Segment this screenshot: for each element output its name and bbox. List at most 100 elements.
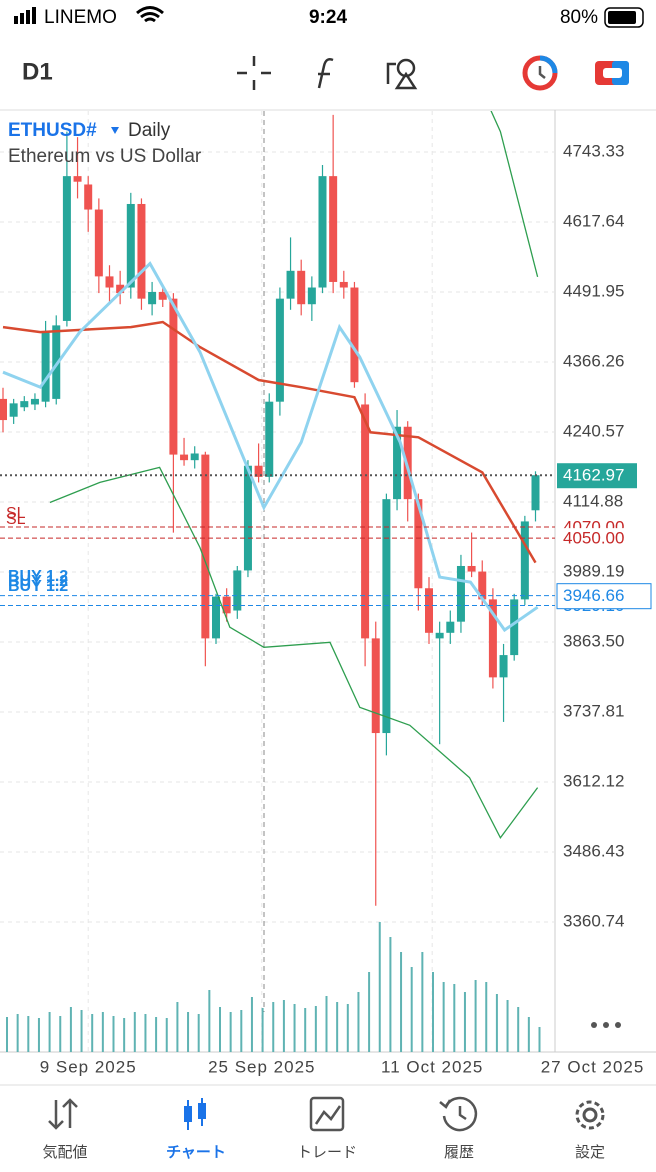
timeframe[interactable]: D1 (22, 58, 53, 85)
volume-bar (144, 1014, 147, 1052)
status-bar: LINEMO 9:24 80% (14, 6, 644, 28)
volume-bar (219, 1007, 221, 1052)
candle-body (73, 176, 82, 182)
time-tick-label: 27 Oct 2025 (541, 1057, 645, 1076)
volume-bar (59, 1016, 62, 1052)
trade-icon[interactable] (309, 1096, 345, 1132)
symbol-dropdown[interactable] (111, 127, 119, 134)
price-tick-label: 4743.33 (563, 141, 624, 160)
volume-bar (91, 1014, 94, 1052)
volume-bar (346, 1004, 349, 1052)
buy-tag: BUY 1.2 (8, 573, 68, 590)
signal (26, 10, 30, 24)
candle-body (414, 499, 423, 589)
volume-bar (378, 922, 381, 1052)
objects-tool[interactable] (386, 58, 418, 90)
candle-body (30, 398, 39, 405)
volume-bar (527, 1017, 530, 1052)
clock: 9:24 (309, 7, 347, 28)
price-tick-label: 3486.43 (563, 841, 624, 860)
quotes-icon[interactable] (48, 1098, 78, 1130)
volume-bar (474, 980, 477, 1052)
chart-icon[interactable] (184, 1098, 206, 1130)
volume-bar (410, 967, 413, 1052)
symbol[interactable]: ETHUSD# (8, 120, 97, 141)
price-label: 4050.00 (563, 529, 624, 548)
indicator-tool[interactable] (317, 58, 334, 89)
price-tick-label: 3737.81 (563, 701, 624, 720)
period: Daily (128, 120, 171, 141)
candle-body (148, 291, 157, 305)
indicator-line (2, 261, 539, 633)
volume-bar (208, 990, 211, 1052)
signal (32, 7, 36, 24)
price-label-box (557, 528, 637, 549)
volume-bar (421, 952, 424, 1052)
candle-body (361, 404, 370, 639)
signal (14, 16, 18, 24)
volume-bar (282, 1000, 285, 1052)
nav-label[interactable]: 設定 (575, 1144, 605, 1161)
candle-body (243, 465, 252, 571)
volume-bar (314, 1006, 317, 1052)
more-button[interactable] (591, 1022, 621, 1028)
wifi-icon (136, 6, 164, 23)
volume-bar (250, 997, 253, 1052)
candle-body (62, 176, 71, 321)
volume-bar (123, 1018, 126, 1052)
sl-tag: SL (6, 505, 26, 522)
volume-bar (485, 982, 488, 1052)
candle-body (425, 588, 433, 633)
buy-tag: BUY 1.2 (8, 578, 68, 595)
trade-button[interactable] (595, 61, 629, 85)
nav-label[interactable]: チャート (166, 1144, 226, 1161)
volume-bar (155, 1017, 158, 1052)
plot-area (0, 111, 555, 1052)
price-tick-label: 3612.12 (563, 771, 624, 790)
candle-body (446, 621, 455, 633)
volume-bar (538, 1027, 541, 1052)
candle-body (467, 565, 476, 572)
price-tick-label: 3989.19 (563, 561, 624, 580)
candle-body (488, 599, 497, 678)
volume-bar (495, 994, 498, 1052)
history-icon[interactable] (439, 1096, 478, 1132)
candle-body (0, 398, 7, 421)
candle-body (382, 499, 391, 734)
price-tick-label: 3863.50 (563, 631, 624, 650)
candle-body (180, 454, 189, 461)
volume-bar (325, 996, 328, 1052)
candle-body (350, 287, 359, 383)
volume-bar (400, 952, 403, 1052)
one-click-trading[interactable] (522, 55, 558, 91)
crosshair-tool[interactable] (237, 56, 271, 90)
candle-body (84, 184, 93, 210)
volume-bar (16, 1014, 19, 1052)
indicator-line (49, 466, 539, 840)
candle-body (254, 465, 263, 477)
nav-label[interactable]: 気配値 (42, 1144, 87, 1161)
volume-bar (336, 1002, 339, 1052)
candle-body (190, 453, 199, 461)
candle-body (318, 176, 327, 288)
candle-body (116, 284, 125, 294)
candle-body (265, 401, 274, 477)
volume-bar (463, 992, 466, 1052)
settings-icon[interactable] (575, 1100, 605, 1130)
candle-body (212, 596, 220, 639)
volume-bar (432, 972, 434, 1052)
carrier: LINEMO (44, 7, 117, 28)
volume-bar (37, 1018, 40, 1052)
nav-label[interactable]: トレード (297, 1144, 357, 1161)
nav-label[interactable]: 履歴 (444, 1144, 474, 1161)
volume-bar (389, 937, 392, 1052)
candle-body (94, 209, 103, 277)
volume-bar (133, 1012, 136, 1052)
volume-bar (176, 1002, 179, 1052)
volume-bar (187, 1012, 190, 1052)
volume-bar (357, 992, 360, 1052)
candle-body (169, 298, 178, 455)
volume-bar (112, 1016, 115, 1052)
